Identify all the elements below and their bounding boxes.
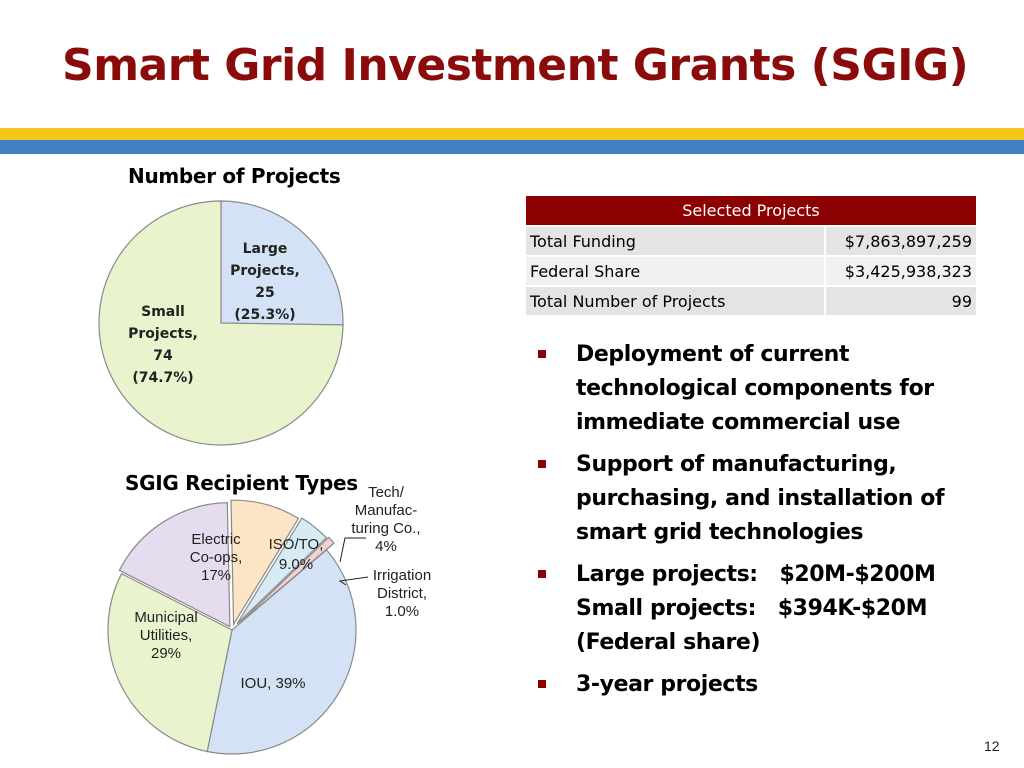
bullet-item: 3-year projects — [536, 668, 976, 702]
table-cell-label: Total Number of Projects — [526, 285, 826, 315]
bullet-line: smart grid technologies — [576, 520, 864, 545]
pie-label-iso-to: 9.0% — [279, 556, 313, 573]
pie-label-iou: IOU, 39% — [240, 675, 305, 692]
bullet-line: technological components for — [576, 376, 934, 401]
table-row: Federal Share $3,425,938,323 — [526, 255, 976, 286]
pie-slice-small-projects — [98, 200, 344, 446]
pie-label-electric-co-ops: Electric — [191, 531, 241, 548]
square-bullet-icon — [538, 350, 546, 358]
pie-slice-iou — [206, 548, 357, 755]
pie-label-municipal-utilities: Utilities, — [140, 627, 193, 644]
pie-slice-municipal-utilities — [107, 572, 233, 753]
table-row: Total Number of Projects 99 — [526, 285, 976, 315]
header-stripe-blue — [0, 140, 1024, 154]
pie-slice-large-projects — [220, 200, 344, 326]
bullet-line: (Federal share) — [576, 630, 761, 655]
bullet-line: Large projects: $20M-$200M — [576, 562, 936, 587]
pie-label-large-projects: 25 — [255, 285, 274, 301]
pie-label-tech-manufacturing-co: turing Co., — [351, 520, 420, 537]
pie-label-municipal-utilities: Municipal — [134, 609, 197, 626]
bullet-line: 3-year projects — [576, 672, 758, 697]
pie-label-large-projects: Large — [243, 241, 288, 257]
pie-label-small-projects: Small — [141, 304, 185, 320]
pie-label-irrigation-district: District, — [377, 585, 427, 602]
square-bullet-icon — [538, 680, 546, 688]
page-number: 12 — [984, 738, 1000, 754]
table-cell-value: 99 — [825, 285, 976, 315]
bullet-line: Support of manufacturing, — [576, 452, 897, 477]
bullet-item: Deployment of current technological comp… — [536, 338, 976, 440]
bullet-line: purchasing, and installation of — [576, 486, 945, 511]
pie-label-irrigation-district: 1.0% — [385, 603, 419, 620]
pie-label-large-projects: (25.3%) — [234, 307, 295, 323]
bullet-line: Small projects: $394K-$20M — [576, 596, 928, 621]
square-bullet-icon — [538, 570, 546, 578]
projects-chart-title: Number of Projects — [128, 164, 341, 188]
pie-slice-tech-manufacturing-co — [236, 517, 328, 625]
pie-slice-iso-to — [230, 499, 300, 627]
pie-label-electric-co-ops: Co-ops, — [190, 549, 243, 566]
square-bullet-icon — [538, 460, 546, 468]
bullet-list: Deployment of current technological comp… — [536, 338, 976, 710]
table-cell-value: $3,425,938,323 — [825, 255, 976, 286]
table-cell-label: Federal Share — [526, 255, 826, 286]
table-row: Total Funding $7,863,897,259 — [526, 225, 976, 256]
pie-slice-irrigation-district — [239, 536, 335, 624]
pie-label-irrigation-district: Irrigation — [373, 567, 431, 584]
pie-label-iso-to: ISO/TO, — [269, 536, 324, 553]
bullet-item: Support of manufacturing, purchasing, an… — [536, 448, 976, 550]
recipients-chart-title: SGIG Recipient Types — [125, 471, 358, 495]
pie-label-tech-manufacturing-co: Manufac- — [355, 502, 418, 519]
pie-label-large-projects: Projects, — [230, 263, 300, 279]
pie-label-tech-manufacturing-co: Tech/ — [368, 484, 405, 501]
table-cell-value: $7,863,897,259 — [825, 225, 976, 256]
header-stripe-gold — [0, 128, 1024, 140]
table-cell-label: Total Funding — [526, 225, 826, 256]
pie-label-municipal-utilities: 29% — [151, 645, 181, 662]
pie-label-small-projects: Projects, — [128, 326, 198, 342]
leader-line-irrigation-district — [338, 576, 369, 586]
pie-label-small-projects: 74 — [153, 348, 173, 364]
slide-title: Smart Grid Investment Grants (SGIG) — [62, 40, 969, 91]
bullet-item: Large projects: $20M-$200M Small project… — [536, 558, 976, 660]
pie-label-tech-manufacturing-co: 4% — [375, 538, 397, 555]
bullet-line: Deployment of current — [576, 342, 850, 367]
pie-label-electric-co-ops: 17% — [201, 567, 231, 584]
table-header: Selected Projects — [526, 196, 976, 226]
bullet-line: immediate commercial use — [576, 410, 901, 435]
pie-slice-electric-co-ops — [118, 502, 231, 628]
selected-projects-table: Selected Projects Total Funding $7,863,8… — [526, 196, 976, 315]
pie-label-small-projects: (74.7%) — [132, 370, 193, 386]
leader-line-tech-manufacturing — [339, 537, 366, 563]
